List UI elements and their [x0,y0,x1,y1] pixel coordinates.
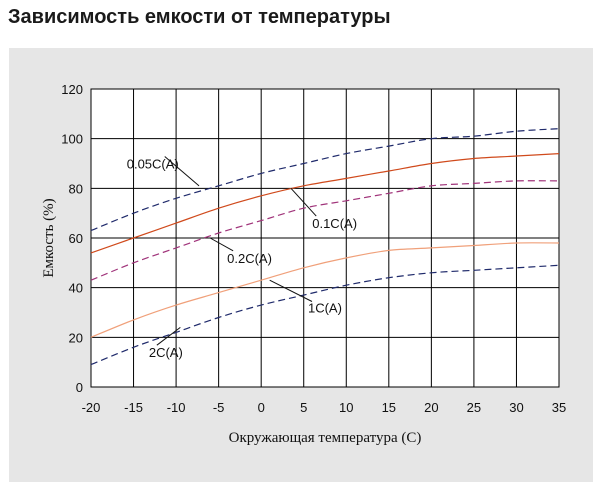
series-annotations: 0.05C(A) 0.1C(A) 0.2C(A) 1C(A) 2C(A) [127,156,357,360]
series-line-02ca [90,180,560,281]
x-tick-label: 35 [552,400,566,415]
annotation-leader-line [156,327,181,346]
x-tick-label: 0 [258,400,265,415]
series-label: 0.05C(A) [127,156,179,171]
series-lines [90,128,560,366]
series-line-1ca [90,242,560,338]
annotation-leader-line [290,187,317,217]
annotation-leader-line [269,279,313,302]
y-tick-label: 20 [69,330,83,345]
series-line-01ca [90,153,560,254]
y-tick-label: 60 [69,231,83,246]
x-tick-label: 10 [339,400,353,415]
x-tick-label: 15 [382,400,396,415]
series-label: 0.1C(A) [312,216,357,231]
x-tick-label: -5 [213,400,225,415]
series-line-2ca [90,264,560,366]
y-tick-label: 0 [76,380,83,395]
x-tick-label: 5 [300,400,307,415]
series-line-005ca [90,128,560,232]
x-tick-label: 20 [424,400,438,415]
page-title: Зависимость емкости от температуры [8,6,391,28]
x-tick-label: -10 [167,400,186,415]
x-axis-label: Окружающая температура (С) [229,430,422,446]
series-label: 0.2C(A) [227,251,272,266]
x-tick-label: 25 [467,400,481,415]
series-label: 2C(A) [149,345,183,360]
capacity-temperature-chart: 0.05C(A)0.1C(A)0.2C(A)1C(A)2C(A) -20 -15-… [41,82,566,446]
y-tick-label: 120 [61,82,83,97]
plot-border [90,88,560,388]
y-tick-label: 40 [69,281,83,296]
annotation-leader-line [164,156,200,187]
series-label: 1C(A) [308,301,342,316]
annotation-leader-line [209,237,234,252]
x-tick-label: -15 [124,400,143,415]
y-tick-label: 80 [69,181,83,196]
x-tick-label: -20 [82,400,101,415]
y-axis-label: Емкость (%) [41,198,57,277]
y-tick-label: 100 [61,132,83,147]
tick-labels: -20 -15 -10 -5 0 5 10 15 20 25 30 35 0 20 40 60 80 100 120 [61,82,566,415]
x-tick-label: 30 [509,400,523,415]
chart-panel: 0.05C(A) 0.1C(A) 0.2C(A) 1C(A) 2C(A) -20 -15-… [9,48,593,482]
